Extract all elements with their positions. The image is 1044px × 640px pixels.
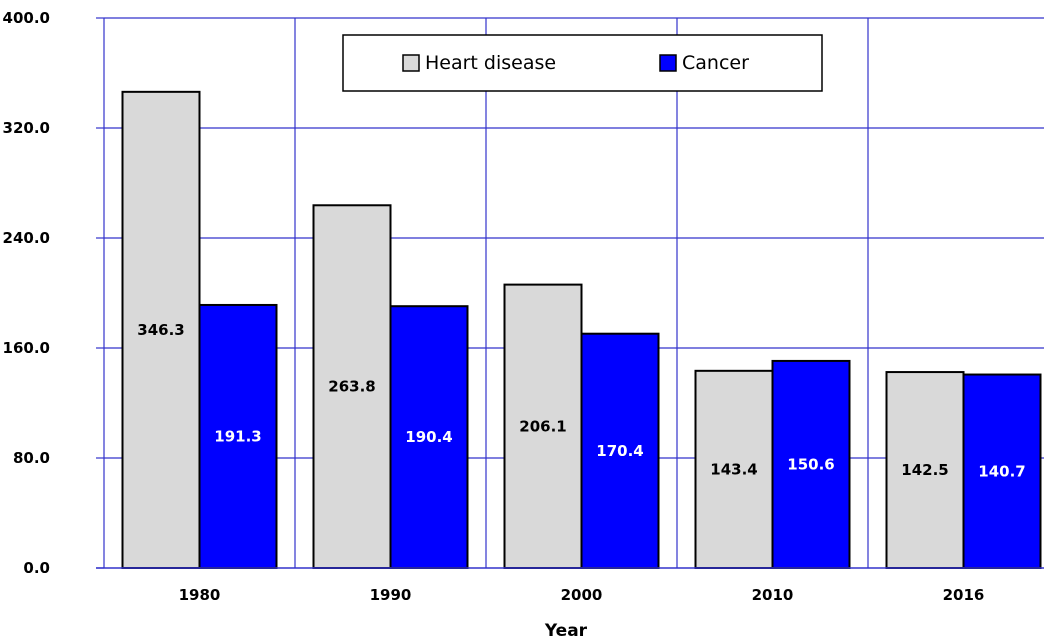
x-tick-label: 2000 [561, 586, 603, 604]
axes: 0.0 80.0 160.0 240.0 320.0 400.0 1980 1990 2000 2… [3, 9, 1044, 604]
y-tick-label: 320.0 [3, 119, 50, 137]
data-label: 206.1 [519, 417, 566, 435]
bar-cancer [962, 373, 1042, 569]
legend-label-heart-disease: Heart disease [425, 52, 556, 74]
bar-heart-disease [694, 369, 774, 570]
data-label: 143.4 [710, 460, 757, 478]
bar-cancer [198, 303, 278, 569]
x-axis-title: Year [544, 621, 588, 640]
legend-label-cancer: Cancer [682, 52, 749, 74]
bar-cancer [580, 332, 660, 570]
data-label: 190.4 [405, 428, 452, 446]
data-label: 263.8 [328, 378, 375, 396]
data-label: 170.4 [596, 442, 643, 460]
data-label: 142.5 [901, 461, 948, 479]
y-tick-label: 0.0 [23, 559, 50, 577]
data-label: 346.3 [137, 321, 184, 339]
y-tick-label: 80.0 [13, 449, 50, 467]
bar-cancer [389, 305, 469, 569]
legend-box [342, 34, 823, 92]
legend-swatch-cancer [659, 54, 677, 72]
x-tick-label: 2016 [943, 586, 985, 604]
x-tick-label: 1990 [370, 586, 412, 604]
data-label: 150.6 [787, 455, 834, 473]
bar-heart-disease [885, 371, 965, 569]
bar-heart-disease [503, 283, 583, 569]
y-tick-label: 400.0 [3, 9, 50, 27]
x-tick-label: 2010 [752, 586, 794, 604]
y-tick-label: 240.0 [3, 229, 50, 247]
bars [121, 90, 1042, 570]
data-label: 191.3 [214, 427, 261, 445]
y-tick-label: 160.0 [3, 339, 50, 357]
data-labels: 346.3 191.3 263.8 190.4 206.1 170.4 143.4 150.6… [137, 321, 1025, 480]
legend: Heart disease Cancer [342, 34, 823, 92]
bar-cancer [771, 359, 851, 569]
x-tick-label: 1980 [179, 586, 221, 604]
data-label: 140.7 [978, 462, 1025, 480]
legend-swatch-heart-disease [402, 54, 420, 72]
